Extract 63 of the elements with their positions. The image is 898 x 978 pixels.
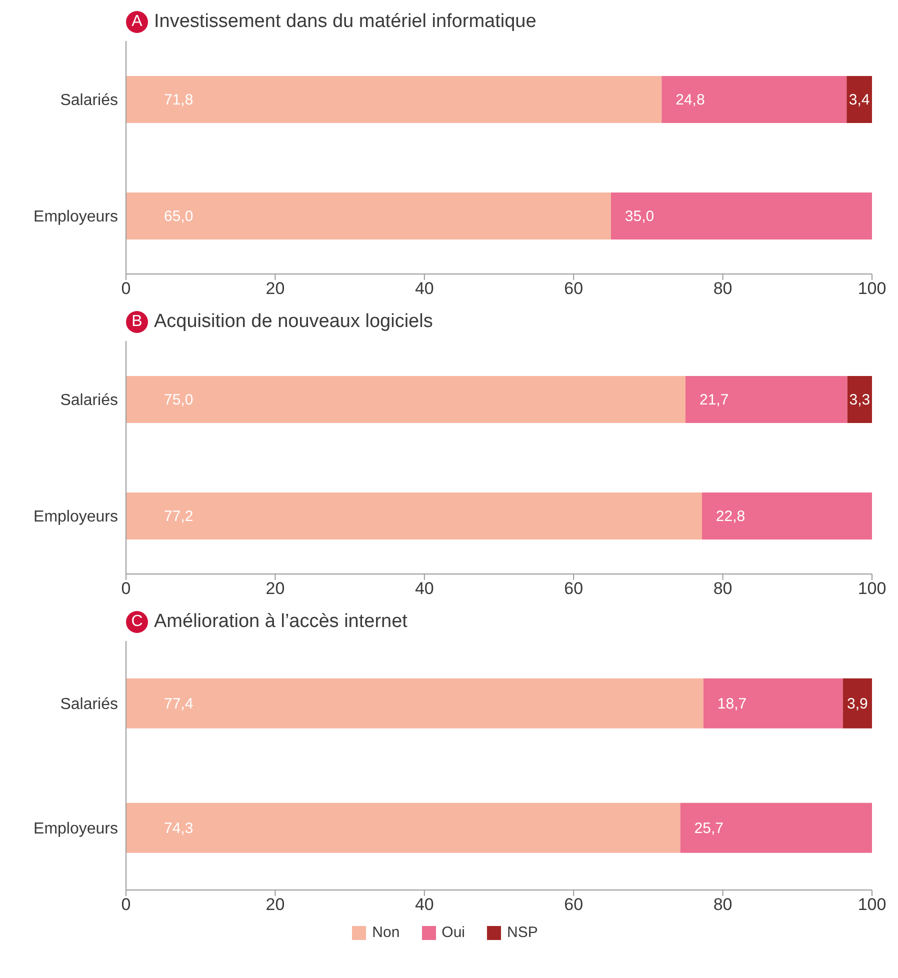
data-label: 75,0 <box>164 391 194 408</box>
x-tick-label: 0 <box>121 895 131 914</box>
data-label: 18,7 <box>717 695 747 712</box>
x-tick-label: 100 <box>858 579 886 598</box>
data-label: 65,0 <box>164 208 194 225</box>
x-tick-label: 40 <box>414 895 434 914</box>
bar <box>842 678 872 728</box>
chart-title: Amélioration à l’accès internet <box>154 611 408 633</box>
x-tick-label: 60 <box>564 895 584 914</box>
bar <box>126 802 680 853</box>
x-tick-label: 80 <box>713 279 732 298</box>
y-tick-label: Salariés <box>60 92 118 109</box>
data-label: 24,8 <box>676 91 705 108</box>
text: B <box>126 311 148 333</box>
x-tick-label: 40 <box>414 279 434 298</box>
data-label: 22,8 <box>716 508 746 525</box>
bar <box>680 802 872 853</box>
data-label: 74,3 <box>164 820 194 837</box>
data-label: 71,8 <box>164 91 194 108</box>
text: A <box>126 11 148 33</box>
x-tick-label: 60 <box>564 279 584 298</box>
y-tick-label: Employeurs <box>34 820 118 838</box>
legend-label: Oui <box>440 924 466 941</box>
bar <box>610 192 872 240</box>
data-label: 35,0 <box>624 208 654 225</box>
x-tick-label: 20 <box>266 895 285 914</box>
bar <box>126 678 704 728</box>
bar <box>126 492 702 540</box>
bar <box>126 376 686 423</box>
data-label: 3,4 <box>848 91 870 108</box>
data-label: 3,3 <box>849 391 870 408</box>
bar <box>686 376 848 423</box>
data-label: 25,7 <box>694 820 724 837</box>
bar <box>846 76 872 123</box>
y-tick-label: Salariés <box>60 696 118 713</box>
x-tick-label: 20 <box>266 579 285 598</box>
chart-title: Investissement dans du matériel informatique <box>154 11 536 33</box>
data-label: 77,4 <box>164 695 194 712</box>
x-tick-label: 0 <box>121 279 131 298</box>
data-label: 3,9 <box>847 695 868 712</box>
legend-label: NSP <box>506 924 538 941</box>
bar <box>702 492 872 540</box>
bar <box>126 76 662 123</box>
bar <box>703 678 843 728</box>
x-tick-label: 40 <box>414 579 434 598</box>
y-tick-label: Employeurs <box>34 208 118 226</box>
text: C <box>126 611 148 633</box>
x-tick-label: 60 <box>564 579 584 598</box>
x-tick-label: 20 <box>266 279 285 298</box>
data-label: 21,7 <box>700 391 729 408</box>
data-label: 77,2 <box>164 508 194 525</box>
legend-label: Non <box>371 924 400 941</box>
x-tick-label: 100 <box>858 895 886 914</box>
bar <box>662 76 847 123</box>
x-tick-label: 0 <box>121 579 131 598</box>
x-tick-label: 80 <box>713 579 732 598</box>
y-tick-label: Salariés <box>60 392 118 409</box>
bar <box>126 192 611 240</box>
bar <box>847 376 872 423</box>
x-tick-label: 80 <box>713 895 732 914</box>
x-tick-label: 100 <box>858 279 886 298</box>
chart-title: Acquisition de nouveaux logiciels <box>154 311 433 333</box>
y-tick-label: Employeurs <box>34 508 118 526</box>
